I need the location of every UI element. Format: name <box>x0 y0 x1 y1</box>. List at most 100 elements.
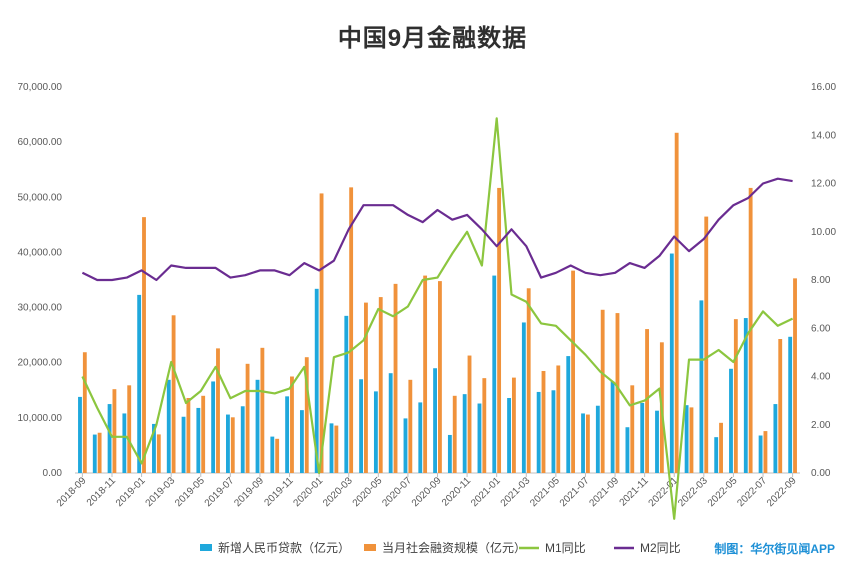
tsf-bar <box>556 365 561 473</box>
x-tick-label: 2022-05 <box>706 475 740 509</box>
tsf-bar <box>82 352 87 473</box>
tsf-bar <box>467 355 472 473</box>
loan-bar <box>477 403 482 473</box>
tsf-bar <box>438 281 442 473</box>
m2-line <box>81 177 793 282</box>
loan-bar <box>714 437 719 473</box>
loan-bar <box>403 418 408 473</box>
y-left-tick-label: 60,000.00 <box>18 137 63 148</box>
loan-bar <box>122 413 127 473</box>
tsf-bar <box>600 309 605 473</box>
tsf-bar <box>112 389 117 473</box>
chart-title: 中国9月金融数据 <box>337 25 528 52</box>
y-right-tick-label: 16.00 <box>811 82 836 93</box>
tsf-bar <box>778 339 783 473</box>
x-tick-label: 2021-07 <box>558 475 592 509</box>
tsf-bar <box>645 329 649 473</box>
loan-bar <box>240 406 245 473</box>
y-left-tick-label: 70,000.00 <box>18 82 63 93</box>
loan-bar <box>699 300 704 473</box>
tsf-bar <box>230 417 235 473</box>
loan-bar <box>610 381 615 473</box>
x-tick-label: 2019-07 <box>203 475 237 509</box>
tsf-bars <box>82 132 797 474</box>
loan-bar <box>625 427 630 473</box>
x-tick-label: 2019-11 <box>262 475 296 509</box>
tsf-bar <box>127 385 132 473</box>
loan-bar <box>137 294 142 473</box>
tsf-bar <box>541 370 546 473</box>
loan-bar <box>211 381 216 473</box>
loan-bar <box>270 436 275 473</box>
loan-bar <box>566 356 571 473</box>
y-right-tick-label: 10.00 <box>811 227 836 238</box>
loan-bar <box>78 396 82 473</box>
tsf-bar <box>423 275 428 473</box>
chart-legend: 新增人民币贷款（亿元） 当月社会融资规模（亿元） M1同比 M2同比 <box>200 540 681 555</box>
loan-bars <box>78 253 793 473</box>
loan-bar <box>299 410 304 473</box>
x-tick-label: 2022-07 <box>735 475 769 509</box>
x-tick-label: 2021-01 <box>469 475 503 509</box>
tsf-bar <box>674 132 679 474</box>
loan-bar <box>255 379 260 473</box>
tsf-bar <box>201 395 206 473</box>
tsf-bar <box>245 363 250 473</box>
loan-bar <box>418 402 423 473</box>
legend-swatch <box>200 544 212 551</box>
tsf-bar <box>171 315 176 473</box>
loan-bar <box>595 405 600 473</box>
tsf-bar <box>378 297 383 473</box>
loan-bar <box>166 379 171 473</box>
tsf-bar <box>97 432 102 473</box>
tsf-bar <box>216 348 220 473</box>
x-tick-label: 2019-03 <box>144 475 178 509</box>
tsf-bar <box>393 283 398 473</box>
loan-bar <box>388 373 393 473</box>
x-tick-label: 2022-03 <box>676 475 710 509</box>
legend-swatch <box>364 544 376 551</box>
loan-bar <box>521 322 526 473</box>
y-right-tick-label: 14.00 <box>811 130 836 141</box>
x-tick-label: 2021-03 <box>499 475 533 509</box>
m1-line <box>81 117 794 520</box>
y-left-tick-label: 30,000.00 <box>18 303 63 314</box>
tsf-bar <box>571 270 576 473</box>
x-tick-label: 2019-01 <box>114 475 148 509</box>
loan-bar <box>285 396 290 473</box>
y-right-tick-label: 6.00 <box>811 323 831 334</box>
legend-label: M1同比 <box>545 541 586 555</box>
loan-bar <box>788 336 793 473</box>
loan-bar <box>359 379 364 473</box>
loan-bar <box>581 413 585 473</box>
x-tick-label: 2020-07 <box>380 475 414 509</box>
loan-bar <box>373 391 378 473</box>
loan-bar <box>433 368 437 473</box>
y-left-tick-label: 20,000.00 <box>18 358 63 369</box>
y-right-tick-label: 0.00 <box>811 468 831 479</box>
tsf-bar <box>334 425 339 473</box>
x-tick-label: 2020-05 <box>351 475 385 509</box>
loan-bar <box>640 402 645 473</box>
loan-bar <box>536 391 541 473</box>
loan-bar <box>329 423 334 473</box>
tsf-bar <box>733 319 738 473</box>
tsf-bar <box>364 302 368 473</box>
tsf-bar <box>511 377 516 473</box>
tsf-bar <box>615 313 620 473</box>
tsf-bar <box>275 438 280 473</box>
loan-bar <box>743 318 748 473</box>
tsf-bar <box>689 407 694 473</box>
loan-bar <box>92 434 97 473</box>
x-tick-label: 2020-03 <box>321 475 355 509</box>
y-right-tick-label: 2.00 <box>811 420 831 431</box>
tsf-bar <box>793 278 797 473</box>
loan-bar <box>773 404 778 473</box>
loan-bar <box>492 275 497 473</box>
x-tick-label: 2021-11 <box>618 475 652 509</box>
tsf-bar <box>260 347 265 473</box>
tsf-bar <box>452 395 457 473</box>
loan-bar <box>551 390 556 473</box>
loan-bar <box>196 407 201 473</box>
loan-bar <box>462 394 467 473</box>
